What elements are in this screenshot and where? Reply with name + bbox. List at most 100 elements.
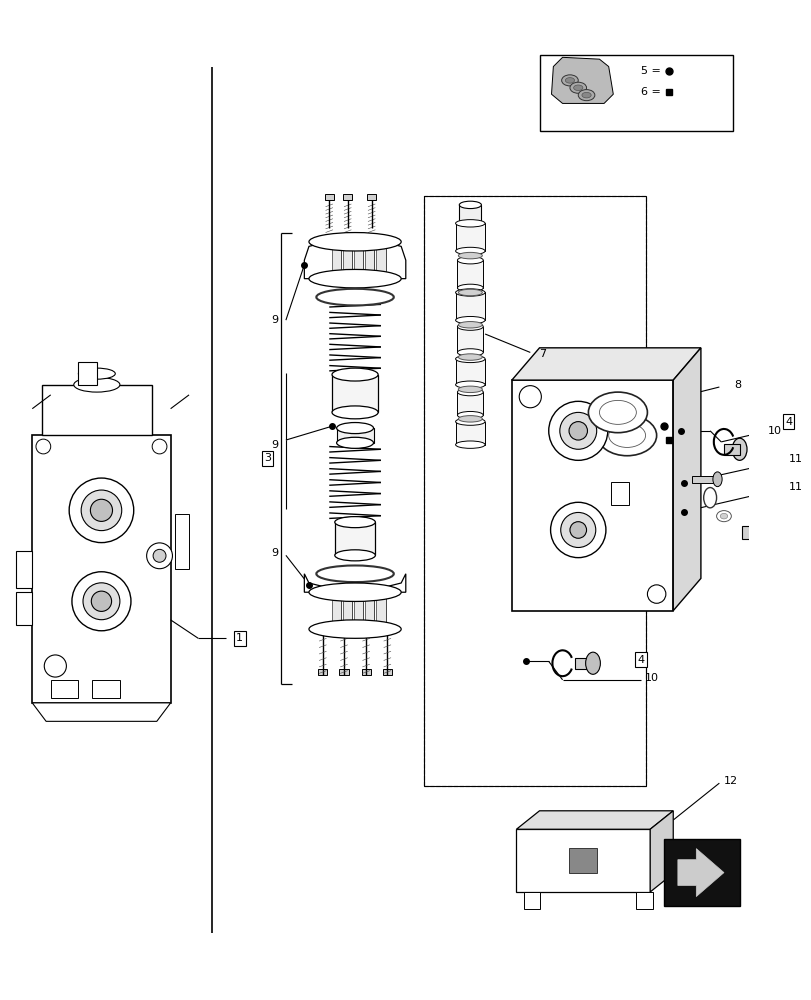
Ellipse shape bbox=[457, 386, 482, 393]
Circle shape bbox=[559, 412, 596, 449]
Ellipse shape bbox=[712, 472, 721, 487]
Ellipse shape bbox=[457, 388, 483, 396]
Ellipse shape bbox=[457, 257, 483, 264]
Circle shape bbox=[518, 386, 541, 408]
Circle shape bbox=[91, 591, 111, 611]
Bar bbox=[663, 839, 739, 906]
Bar bbox=[332, 375, 378, 412]
Ellipse shape bbox=[457, 416, 482, 422]
Circle shape bbox=[81, 490, 122, 531]
Bar bbox=[459, 205, 481, 223]
Ellipse shape bbox=[457, 284, 483, 292]
Text: 1: 1 bbox=[236, 633, 243, 643]
Ellipse shape bbox=[564, 78, 574, 83]
Ellipse shape bbox=[457, 354, 482, 360]
Ellipse shape bbox=[308, 583, 401, 601]
Circle shape bbox=[90, 499, 113, 521]
Ellipse shape bbox=[455, 441, 484, 448]
Bar bbox=[574, 658, 590, 669]
Bar bbox=[365, 592, 374, 629]
Circle shape bbox=[36, 439, 50, 454]
Bar bbox=[354, 242, 363, 279]
Circle shape bbox=[550, 502, 605, 558]
Ellipse shape bbox=[573, 85, 582, 91]
Text: 10: 10 bbox=[766, 426, 781, 436]
Bar bbox=[723, 444, 739, 455]
Polygon shape bbox=[511, 348, 700, 380]
Circle shape bbox=[45, 655, 67, 677]
Bar bbox=[367, 194, 375, 200]
Ellipse shape bbox=[455, 418, 484, 425]
Polygon shape bbox=[650, 811, 672, 892]
Text: 5 =: 5 = bbox=[640, 66, 660, 76]
Bar bbox=[343, 194, 352, 200]
Circle shape bbox=[152, 439, 167, 454]
Text: 9: 9 bbox=[271, 548, 278, 558]
Ellipse shape bbox=[316, 289, 393, 305]
Bar bbox=[365, 242, 374, 279]
Ellipse shape bbox=[332, 406, 378, 419]
Ellipse shape bbox=[762, 523, 775, 543]
Bar bbox=[343, 242, 352, 279]
Ellipse shape bbox=[455, 289, 484, 296]
Bar bbox=[332, 242, 341, 279]
Ellipse shape bbox=[74, 377, 120, 392]
Ellipse shape bbox=[308, 620, 401, 638]
Ellipse shape bbox=[457, 322, 482, 328]
Bar bbox=[354, 592, 363, 629]
Ellipse shape bbox=[459, 201, 481, 209]
Bar bbox=[457, 327, 483, 352]
Bar bbox=[741, 526, 767, 539]
Ellipse shape bbox=[455, 220, 484, 227]
Text: 3: 3 bbox=[264, 453, 271, 463]
Ellipse shape bbox=[457, 411, 483, 419]
Bar bbox=[343, 592, 352, 629]
Ellipse shape bbox=[703, 488, 715, 508]
Text: 9: 9 bbox=[271, 315, 278, 325]
Bar bbox=[175, 514, 189, 569]
Bar bbox=[455, 292, 484, 320]
Bar bbox=[50, 680, 79, 698]
Text: 4: 4 bbox=[784, 417, 791, 427]
Polygon shape bbox=[32, 703, 170, 721]
Text: 11: 11 bbox=[788, 482, 802, 492]
Bar bbox=[539, 55, 732, 131]
Circle shape bbox=[569, 522, 586, 538]
Ellipse shape bbox=[588, 392, 646, 433]
Bar bbox=[455, 359, 484, 385]
Bar bbox=[375, 242, 385, 279]
Text: 6 =: 6 = bbox=[640, 87, 660, 97]
Ellipse shape bbox=[732, 438, 746, 460]
Text: 9: 9 bbox=[271, 440, 278, 450]
Circle shape bbox=[83, 583, 120, 620]
Bar bbox=[324, 194, 333, 200]
Bar bbox=[636, 892, 652, 909]
Ellipse shape bbox=[457, 289, 482, 296]
Ellipse shape bbox=[334, 517, 375, 528]
Bar bbox=[610, 482, 629, 505]
Bar bbox=[423, 196, 645, 786]
Bar bbox=[455, 422, 484, 445]
Ellipse shape bbox=[334, 550, 375, 561]
Ellipse shape bbox=[332, 368, 378, 381]
Polygon shape bbox=[516, 811, 672, 829]
Circle shape bbox=[147, 543, 172, 569]
Ellipse shape bbox=[617, 447, 654, 470]
Ellipse shape bbox=[719, 513, 727, 519]
Bar bbox=[15, 551, 32, 588]
Ellipse shape bbox=[455, 381, 484, 388]
Bar bbox=[382, 669, 392, 675]
Ellipse shape bbox=[608, 423, 645, 447]
Ellipse shape bbox=[597, 415, 656, 456]
Ellipse shape bbox=[585, 652, 599, 674]
Bar bbox=[455, 223, 484, 251]
Bar bbox=[569, 848, 596, 873]
Ellipse shape bbox=[455, 316, 484, 324]
Ellipse shape bbox=[455, 247, 484, 255]
Polygon shape bbox=[551, 57, 612, 103]
Ellipse shape bbox=[599, 400, 636, 424]
Text: 7: 7 bbox=[538, 349, 545, 359]
Circle shape bbox=[569, 422, 586, 440]
Circle shape bbox=[69, 478, 134, 543]
Bar bbox=[511, 380, 672, 611]
